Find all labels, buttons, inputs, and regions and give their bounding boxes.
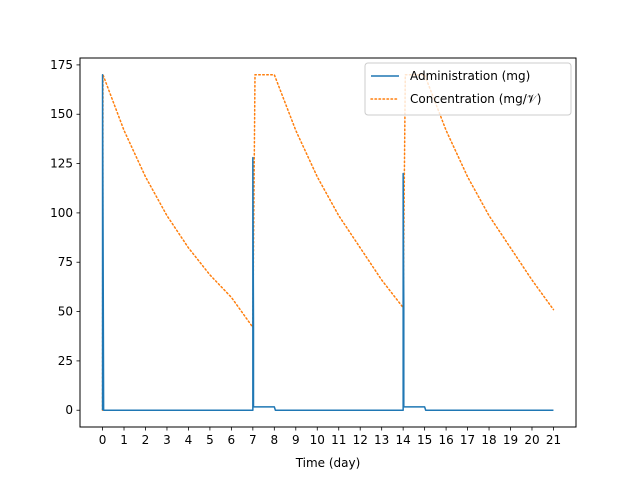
- series-line-1: [101, 74, 555, 411]
- legend-label: Administration (mg): [410, 69, 530, 83]
- legend-label: Concentration (mg/𝒱): [410, 92, 541, 106]
- x-axis-ticks: 0 1 2 3 4 5 6 7 8 9 10 11 12 13 14 15 16 17 18 19 20 21: [99, 427, 561, 447]
- legend: Administration (mg) Concentration (mg/𝒱): [364, 62, 572, 116]
- x-tick-label: 11: [331, 433, 346, 447]
- x-tick-label: 10: [310, 433, 325, 447]
- series-line-0: [101, 74, 554, 411]
- y-tick-label: 75: [58, 255, 73, 269]
- y-tick-label: 125: [50, 157, 73, 171]
- x-tick-label: 0: [99, 433, 107, 447]
- x-tick-label: 13: [374, 433, 389, 447]
- x-tick-label: 9: [292, 433, 300, 447]
- x-tick-label: 17: [460, 433, 475, 447]
- y-axis-ticks: 0 25 50 75 100 125 150 175: [50, 58, 80, 417]
- x-tick-label: 8: [271, 433, 279, 447]
- y-tick-label: 25: [58, 354, 73, 368]
- y-tick-label: 0: [65, 403, 73, 417]
- x-tick-label: 15: [417, 433, 432, 447]
- x-tick-label: 18: [481, 433, 496, 447]
- x-tick-label: 4: [185, 433, 193, 447]
- x-axis-label: Time (day): [295, 456, 361, 470]
- x-tick-label: 2: [142, 433, 150, 447]
- legend-box: [364, 62, 572, 116]
- axes-frame: [79, 57, 577, 428]
- y-tick-label: 100: [50, 206, 73, 220]
- plot-lines: [101, 74, 555, 411]
- x-tick-label: 14: [396, 433, 411, 447]
- x-tick-label: 20: [524, 433, 539, 447]
- x-tick-label: 1: [120, 433, 128, 447]
- x-tick-label: 3: [163, 433, 171, 447]
- x-tick-label: 21: [546, 433, 561, 447]
- y-tick-label: 150: [50, 107, 73, 121]
- y-tick-label: 50: [58, 305, 73, 319]
- y-tick-label: 175: [50, 58, 73, 72]
- x-tick-label: 19: [503, 433, 518, 447]
- x-tick-label: 7: [249, 433, 257, 447]
- x-tick-label: 16: [438, 433, 453, 447]
- x-tick-label: 5: [206, 433, 214, 447]
- x-tick-label: 12: [353, 433, 368, 447]
- x-tick-label: 6: [228, 433, 236, 447]
